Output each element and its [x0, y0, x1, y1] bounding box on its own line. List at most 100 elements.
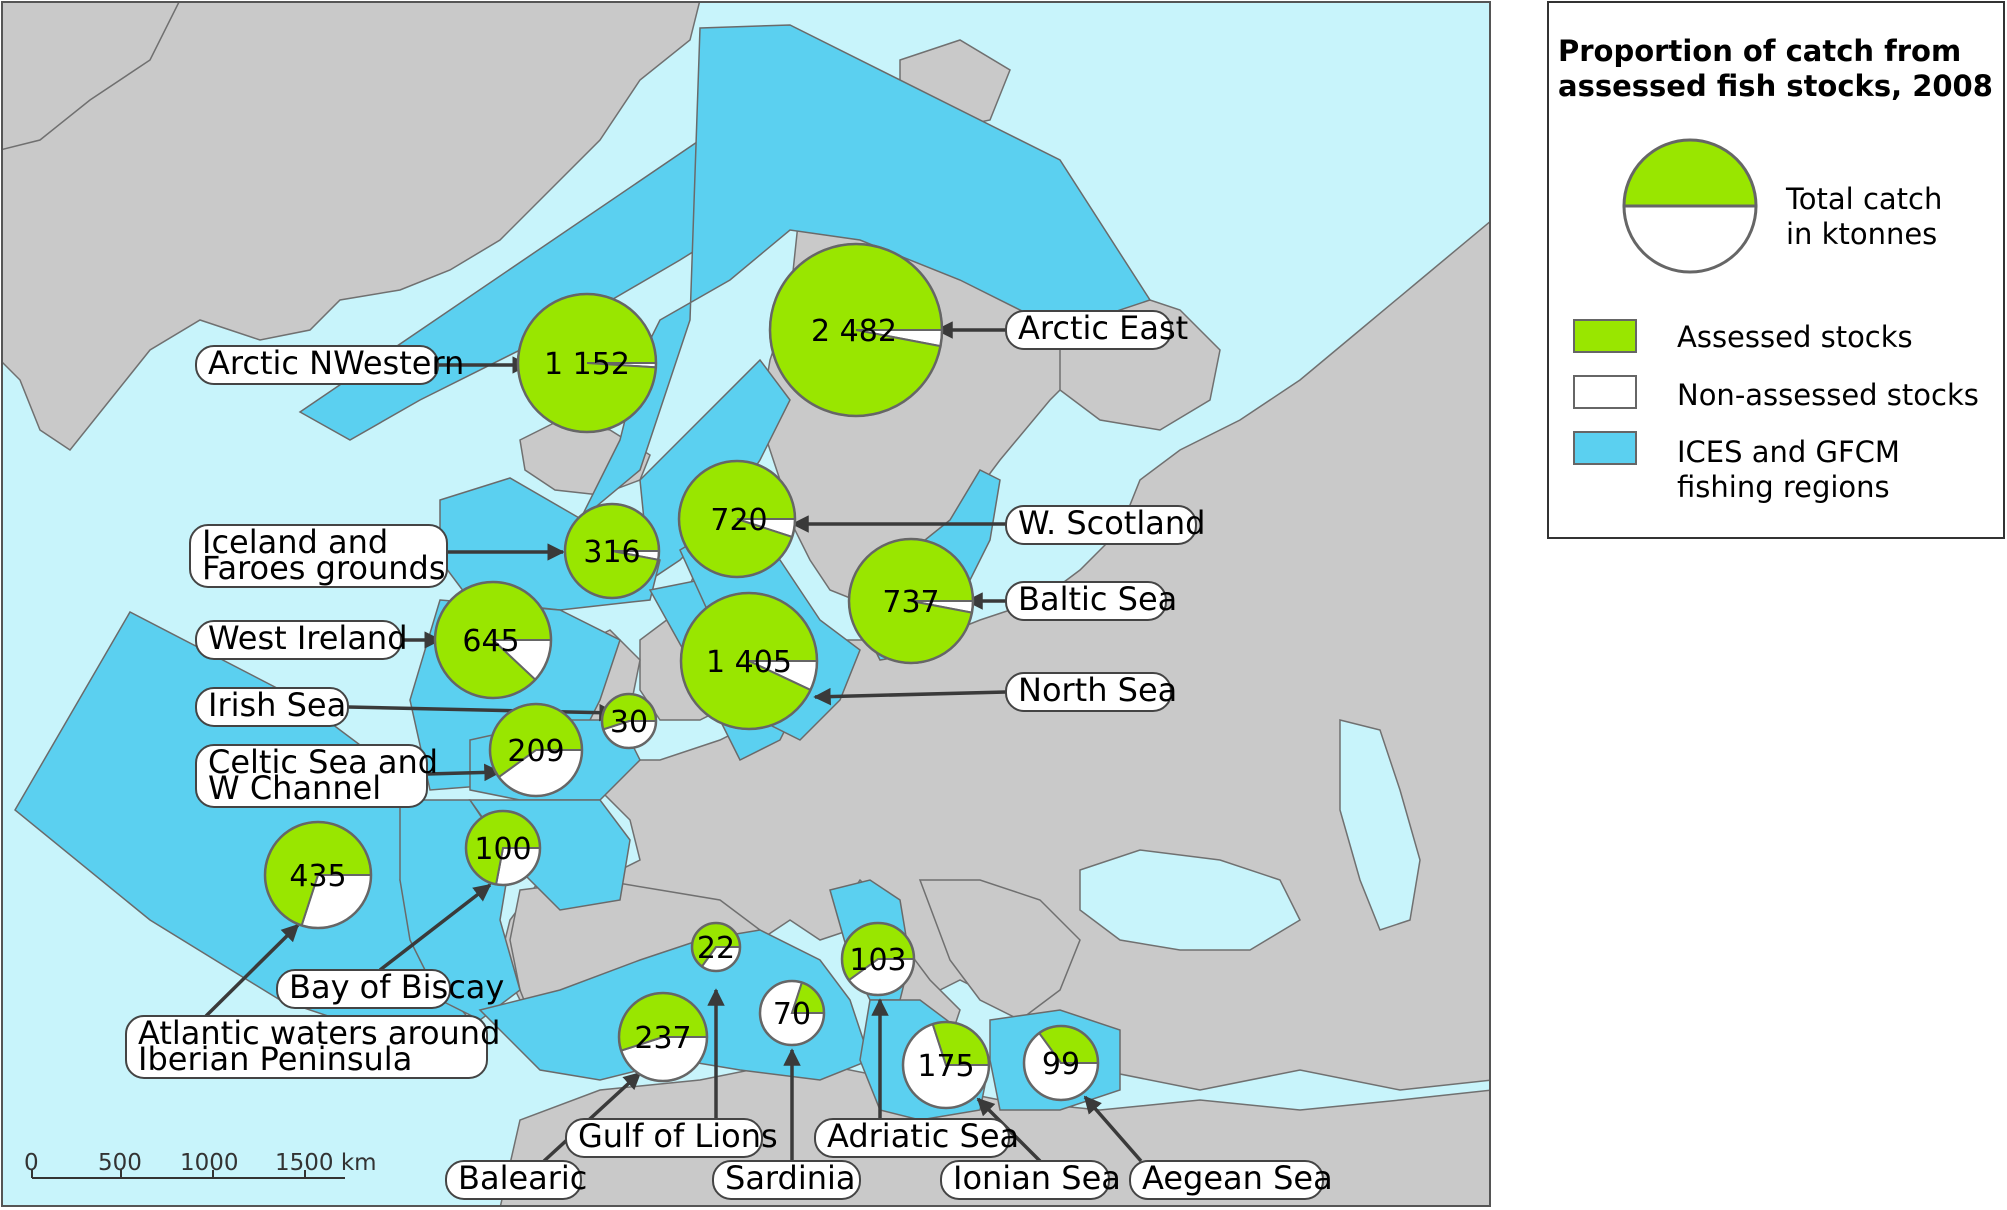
pie-value: 737: [882, 585, 939, 620]
pie-outline: [433, 580, 553, 700]
label-box: [189, 524, 448, 588]
pie-outline: [600, 692, 658, 750]
label-text-line-1: Adriatic Sea: [827, 1117, 1019, 1155]
arrow-celtic-sea: [426, 763, 502, 782]
label-ionian-sea: Ionian Sea: [940, 1159, 1121, 1200]
pie-value: 175: [917, 1049, 974, 1084]
label-box: [125, 1015, 488, 1079]
pie-celtic-sea: 209: [488, 702, 584, 798]
pie-outline: [1022, 1024, 1100, 1102]
pie-outline: [677, 459, 797, 579]
label-sardinia: Sardinia: [712, 1159, 861, 1200]
scale-label-1000: 1000: [180, 1150, 239, 1176]
pie-outline: [679, 591, 819, 731]
label-box: [712, 1160, 861, 1200]
label-text-line-1: Balearic: [458, 1159, 587, 1197]
label-text-line-1: Celtic Sea and: [208, 743, 438, 781]
pie-outline: [617, 991, 709, 1083]
label-box: [276, 969, 451, 1009]
arrow-ionian-sea: [976, 1097, 1042, 1163]
pie-value: 1 152: [544, 347, 630, 382]
pie-outline: [516, 292, 658, 434]
pies-layer: 1 152 2 482 316 720 645 737 1 405 30 209 100 435 22…: [263, 242, 1100, 1110]
label-box: [445, 1160, 582, 1200]
map-frame: 0 500 1000 1500 km 1 152 2 482 316 720 645 73…: [2, 2, 1490, 1206]
label-box: [814, 1118, 1010, 1158]
arrows-layer: [204, 321, 1143, 1163]
label-box: [1129, 1160, 1324, 1200]
scale-label-500: 500: [98, 1150, 142, 1176]
scale-bar: 0 500 1000 1500 km: [24, 1150, 377, 1179]
label-text-line-1: Irish Sea: [208, 686, 346, 724]
pie-ionian-sea: 175: [901, 1020, 991, 1110]
label-text-line-1: Sardinia: [725, 1159, 856, 1197]
legend-swatch-assessed: [1573, 319, 1637, 353]
pie-value: 1 405: [706, 645, 792, 680]
label-box: [195, 620, 402, 660]
caspian-sea: [1339, 719, 1421, 931]
pie-outline: [840, 921, 916, 997]
pie-outline: [690, 921, 742, 973]
pie-irish-sea: 30: [600, 692, 658, 750]
label-box: [940, 1160, 1110, 1200]
pie-value: 645: [462, 624, 519, 659]
pie-outline: [758, 979, 826, 1047]
label-box: [1005, 672, 1172, 712]
pie-arctic-nwestern: 1 152: [516, 292, 658, 434]
label-w-scotland: W. Scotland: [1005, 504, 1205, 545]
label-north-sea: North Sea: [1005, 671, 1177, 712]
label-arctic-east: Arctic East: [1005, 309, 1188, 350]
label-text-line-1: Bay of Biscay: [289, 968, 504, 1006]
label-irish-sea: Irish Sea: [195, 686, 349, 727]
label-box: [195, 687, 349, 727]
pie-outline: [563, 502, 661, 600]
legend-circle-non-assessed-half: [1622, 204, 1758, 274]
pie-west-ireland: 645: [433, 580, 553, 700]
pie-north-sea: 1 405: [679, 591, 819, 731]
region-arctic-east-area: [579, 24, 1152, 521]
legend-label-regions-line1: ICES and GFCM: [1677, 435, 1900, 469]
pie-value: 70: [773, 997, 811, 1032]
pie-value: 435: [289, 859, 346, 894]
label-box: [1005, 505, 1197, 545]
legend-title-line1: Proportion of catch from: [1558, 34, 1961, 68]
pie-w-scotland: 720: [677, 459, 797, 579]
legend-circle: [1622, 138, 1758, 274]
pie-outline: [263, 820, 373, 930]
legend-swatch-non-assessed: [1573, 375, 1637, 409]
inland-seas: [1079, 719, 1421, 951]
pie-value: 103: [849, 943, 906, 978]
pie-arctic-east: 2 482: [768, 242, 944, 418]
pie-value: 30: [610, 705, 648, 740]
label-box: [1005, 581, 1167, 621]
pie-value: 2 482: [811, 314, 897, 349]
arrow-aegean-sea: [1083, 1095, 1143, 1163]
pie-value: 22: [697, 931, 735, 966]
land-greenland: [2, 2, 701, 452]
label-gulf-of-lions: Gulf of Lions: [565, 1117, 778, 1158]
legend-title-line2: assessed fish stocks, 2008: [1558, 69, 1993, 103]
pie-outline: [464, 809, 542, 887]
label-west-ireland: West Ireland: [195, 619, 408, 660]
arrow-north-sea: [813, 687, 1007, 706]
legend-label-non-assessed: Non-assessed stocks: [1677, 378, 1979, 412]
pie-outline: [488, 702, 584, 798]
label-aegean-sea: Aegean Sea: [1129, 1159, 1333, 1200]
pie-value: 237: [634, 1021, 691, 1056]
legend-circle-label-line2: in ktonnes: [1786, 217, 1937, 251]
pie-outline: [768, 242, 944, 418]
label-box: [1005, 310, 1172, 350]
label-baltic-sea: Baltic Sea: [1005, 580, 1177, 621]
pie-outline: [847, 537, 975, 665]
label-text-line-1: Ionian Sea: [953, 1159, 1121, 1197]
label-text-line-1: West Ireland: [208, 619, 408, 657]
pie-gulf-of-lions: 22: [690, 921, 742, 973]
scale-label-1500-km: 1500 km: [275, 1150, 377, 1176]
legend-label-assessed: Assessed stocks: [1677, 320, 1913, 354]
label-text-line-1: Atlantic waters around: [138, 1014, 500, 1052]
legend-swatch-regions: [1573, 431, 1637, 465]
